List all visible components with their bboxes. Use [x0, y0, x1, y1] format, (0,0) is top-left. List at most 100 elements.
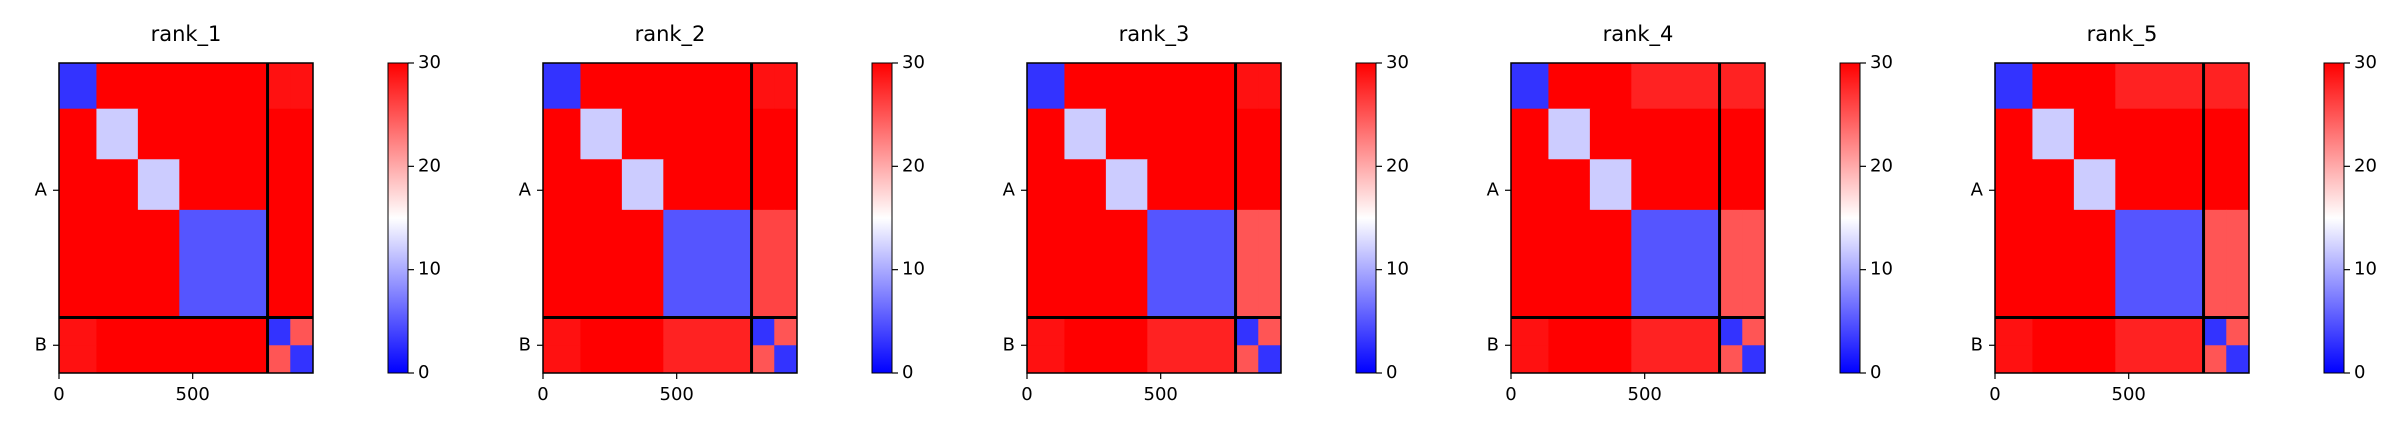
- heatmap-cell: [1719, 209, 1743, 319]
- colorbar-tick-label: 30: [902, 52, 925, 73]
- colorbar-tick-label: 0: [418, 362, 429, 383]
- heatmap-cell: [59, 159, 97, 211]
- colorbar-tick-label: 20: [1870, 155, 1893, 176]
- heatmap-cell: [59, 108, 97, 160]
- heatmap-cell: [1631, 63, 1721, 110]
- heatmap-cell: [1027, 345, 1065, 374]
- heatmap-cell: [137, 108, 180, 160]
- heatmap-cell: [1548, 209, 1591, 319]
- heatmap-cell: [290, 317, 314, 346]
- heatmap-cell: [774, 159, 798, 211]
- heatmap-cell: [1511, 159, 1549, 211]
- heatmap-cell: [2203, 209, 2227, 319]
- heatmap-cell: [1235, 209, 1259, 319]
- heatmap-cell: [267, 345, 291, 374]
- heatmap-cell: [751, 345, 775, 374]
- heatmap-cell: [1105, 63, 1148, 110]
- heatmap-cell: [96, 345, 139, 374]
- heatmap-cell: [1589, 63, 1632, 110]
- heatmap-cell: [96, 209, 139, 319]
- heatmap-cell: [179, 63, 269, 110]
- heatmap-cell: [1064, 159, 1107, 211]
- heatmap-cell: [2203, 345, 2227, 374]
- heatmap-cell: [580, 63, 623, 110]
- heatmap-cell: [179, 209, 269, 319]
- heatmap-cell: [2226, 108, 2250, 160]
- axes-frame: [58, 62, 314, 374]
- heatmap-cell: [2073, 345, 2116, 374]
- heatmap-cell: [2032, 345, 2075, 374]
- axes-frame: [1026, 62, 1282, 374]
- heatmap-cell: [751, 209, 775, 319]
- heatmap-cell: [137, 63, 180, 110]
- colorbar-tick-label: 20: [2354, 155, 2377, 176]
- heatmap-cell: [59, 63, 97, 110]
- heatmap-cell: [2226, 345, 2250, 374]
- heatmap-cell: [2115, 345, 2205, 374]
- x-tick-label: 0: [53, 384, 64, 405]
- heatmap-cell: [1027, 63, 1065, 110]
- heatmap-cell: [2032, 159, 2075, 211]
- x-tick-label: 500: [1628, 384, 1662, 405]
- heatmap-cell: [1147, 209, 1237, 319]
- heatmap-cell: [137, 317, 180, 346]
- heatmap-cell: [621, 317, 664, 346]
- heatmap-cell: [1742, 317, 1766, 346]
- heatmap-cell: [1064, 345, 1107, 374]
- heatmap-cell: [2226, 209, 2250, 319]
- heatmap-cell: [1631, 209, 1721, 319]
- x-tick-label: 0: [537, 384, 548, 405]
- heatmap-cell: [1589, 108, 1632, 160]
- heatmap-cell: [267, 108, 291, 160]
- heatmap-cell: [179, 317, 269, 346]
- heatmap-cell: [96, 159, 139, 211]
- heatmap-cell: [179, 159, 269, 211]
- heatmap-cell: [543, 209, 581, 319]
- heatmap-cell: [2226, 63, 2250, 110]
- heatmap-cell: [621, 209, 664, 319]
- heatmap-cell: [1589, 345, 1632, 374]
- y-tick-label: A: [35, 179, 48, 200]
- heatmap-cell: [1995, 317, 2033, 346]
- colorbar-tick-label: 20: [1386, 155, 1409, 176]
- colorbar-tick-label: 20: [418, 155, 441, 176]
- y-tick-label: A: [1971, 179, 1984, 200]
- panel-title: rank_2: [635, 22, 706, 47]
- heatmap-cell: [59, 345, 97, 374]
- heatmap-cell: [543, 108, 581, 160]
- heatmap-cell: [290, 209, 314, 319]
- y-tick-label: A: [1487, 179, 1500, 200]
- heatmap-cell: [580, 108, 623, 160]
- heatmap-cell: [96, 63, 139, 110]
- heatmap-cell: [621, 159, 664, 211]
- x-tick-label: 500: [660, 384, 694, 405]
- colorbar-tick-label: 30: [418, 52, 441, 73]
- heatmap-cell: [179, 108, 269, 160]
- heatmap-cell: [2073, 63, 2116, 110]
- x-tick-label: 0: [1505, 384, 1516, 405]
- heatmap-cell: [1631, 317, 1721, 346]
- heatmap-cell: [774, 317, 798, 346]
- heatmap-cell: [1235, 317, 1259, 346]
- heatmap-cell: [580, 209, 623, 319]
- colorbar-tick-label: 10: [1386, 259, 1409, 280]
- heatmap-cell: [1548, 108, 1591, 160]
- heatmap-cell: [1742, 159, 1766, 211]
- heatmap-cell: [1995, 63, 2033, 110]
- heatmap-cell: [1589, 209, 1632, 319]
- heatmap-cell: [137, 345, 180, 374]
- heatmap-cell: [2073, 108, 2116, 160]
- heatmap-cell: [137, 159, 180, 211]
- heatmap-cell: [1511, 63, 1549, 110]
- y-tick-label: B: [35, 334, 47, 355]
- heatmap-cell: [2115, 159, 2205, 211]
- colorbar-tick-label: 0: [1870, 362, 1881, 383]
- heatmap-cell: [1105, 209, 1148, 319]
- heatmap-cell: [2203, 108, 2227, 160]
- heatmap-cell: [1631, 159, 1721, 211]
- heatmap-cell: [1511, 345, 1549, 374]
- heatmap-cell: [267, 209, 291, 319]
- colorbar-tick-label: 0: [902, 362, 913, 383]
- colorbar-tick-label: 20: [902, 155, 925, 176]
